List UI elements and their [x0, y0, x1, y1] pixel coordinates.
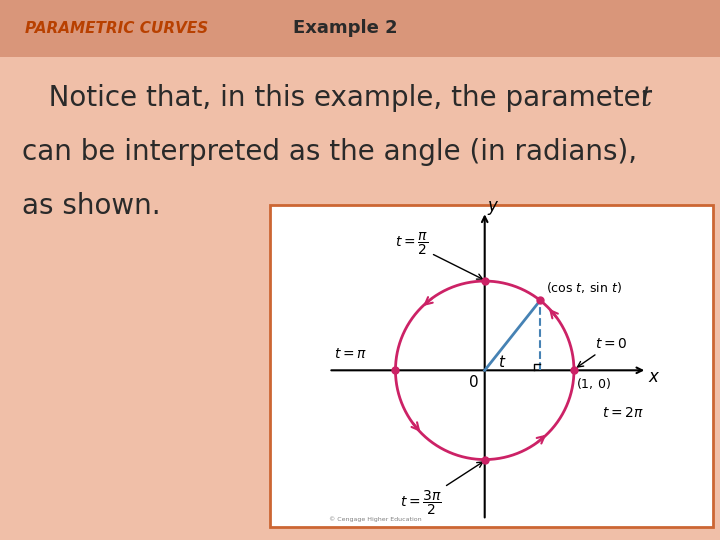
Text: $t = \pi$: $t = \pi$ [334, 347, 367, 361]
Text: PARAMETRIC CURVES: PARAMETRIC CURVES [25, 21, 209, 36]
Text: $x$: $x$ [648, 368, 660, 387]
Text: can be interpreted as the angle (in radians),: can be interpreted as the angle (in radi… [22, 138, 636, 166]
Text: $t$: $t$ [498, 354, 507, 370]
Text: $t = \dfrac{3\pi}{2}$: $t = \dfrac{3\pi}{2}$ [400, 462, 483, 517]
Text: Example 2: Example 2 [293, 19, 398, 37]
Bar [270, 205, 713, 526]
Text: as shown.: as shown. [22, 192, 161, 220]
Bar [0, 0, 720, 57]
Text: $t = 0$: $t = 0$ [577, 336, 628, 367]
Text: $(1,\,0)$: $(1,\,0)$ [576, 376, 611, 391]
Text: t: t [641, 85, 652, 112]
Text: $y$: $y$ [487, 199, 499, 217]
Text: © Cengage Higher Education: © Cengage Higher Education [328, 516, 421, 522]
Text: $t = \dfrac{\pi}{2}$: $t = \dfrac{\pi}{2}$ [395, 231, 482, 279]
Text: $t = 2\pi$: $t = 2\pi$ [602, 406, 644, 420]
Text: 0: 0 [469, 375, 479, 390]
Text: $(\cos\,t,\,\sin\,t)$: $(\cos\,t,\,\sin\,t)$ [546, 280, 622, 295]
Text: Notice that, in this example, the parameter: Notice that, in this example, the parame… [22, 84, 661, 112]
